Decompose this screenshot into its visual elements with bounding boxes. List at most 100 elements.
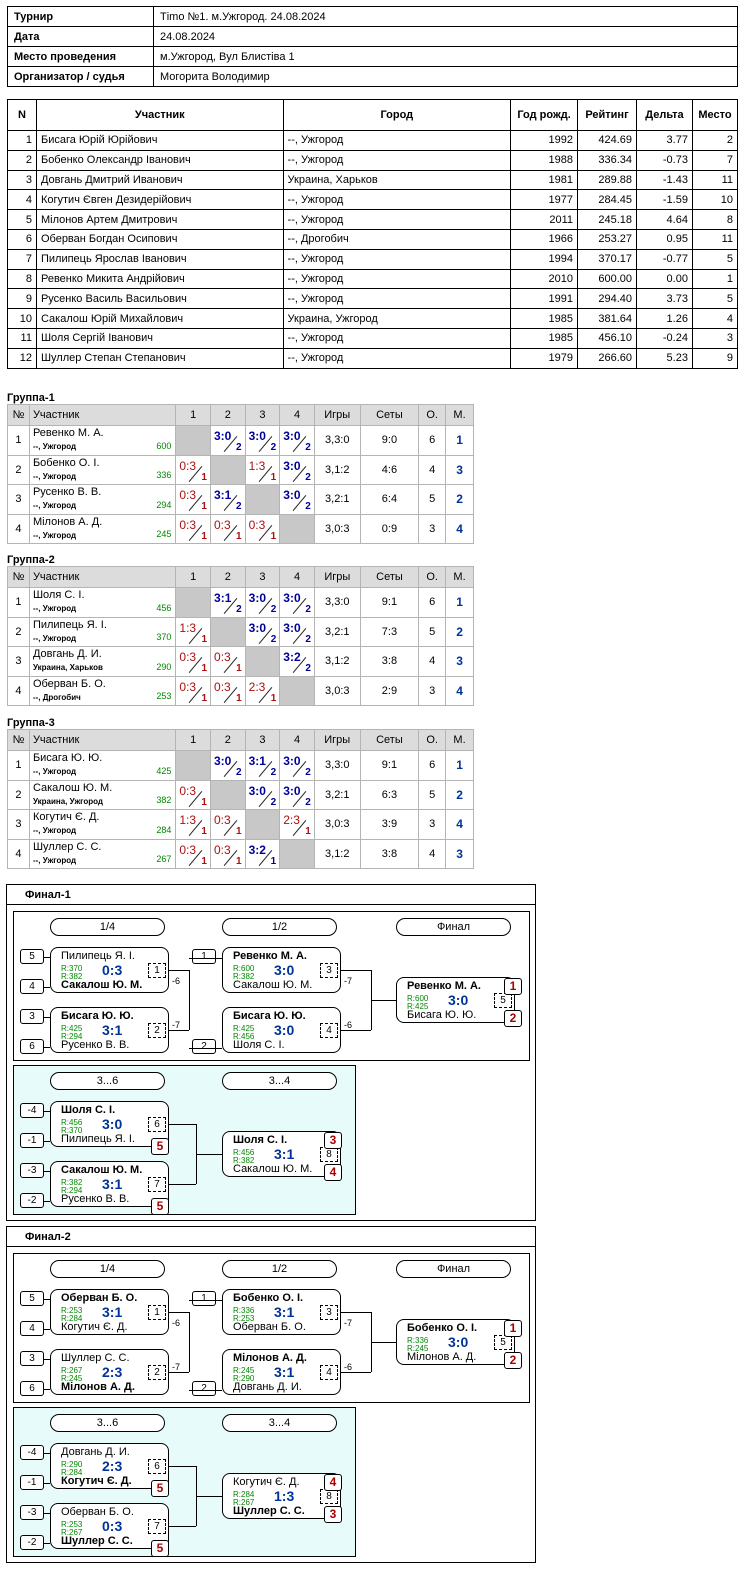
match-number: 4 — [320, 1023, 338, 1038]
rating-b: R:382 — [61, 972, 83, 981]
round-label: 1/4 — [50, 1260, 165, 1278]
final-title: Финал-2 — [7, 1227, 535, 1247]
participant-cell: 3 — [7, 169, 37, 191]
participant-cell: 5.23 — [636, 347, 693, 369]
group-col-header: Сеты — [359, 566, 420, 588]
match-score: 3:2 1 — [246, 840, 280, 868]
group-player: Шоля С. І. --, Ужгород 456 — [28, 587, 177, 618]
participant-cell: 266.60 — [577, 347, 637, 369]
place-badge: 5 — [151, 1480, 169, 1497]
player-name: Шуллер С. С. — [32, 840, 102, 853]
match-score: 3:0 — [102, 1116, 123, 1132]
participant-row: 4 Когутич Євген Дезидерійович --, Ужгород 1… — [7, 189, 739, 211]
match-points: 2 — [305, 663, 311, 675]
player-name: Сакалош Ю. М. — [32, 781, 113, 794]
match-number: 6 — [148, 1117, 166, 1132]
match-score-cell: 0:3 1 — [210, 675, 246, 706]
match-score: 3:0 2 — [246, 588, 280, 616]
match-score-cell: 3:1 2 — [210, 587, 246, 618]
participant-cell: 1985 — [510, 327, 579, 349]
participant-cell: 370.17 — [577, 248, 637, 270]
match-score: 3:0 2 — [280, 751, 314, 779]
match-score: 3:0 2 — [246, 781, 280, 809]
match-score-cell: 0:3 1 — [175, 779, 211, 810]
bracket-line — [44, 1299, 50, 1300]
match-score: 3:0 2 — [280, 426, 314, 454]
group-games: 3,2:1 — [313, 616, 361, 647]
group-col-header: О. — [418, 729, 447, 751]
participant-row: 3 Довгань Дмитрий Иванович Украина, Харько… — [7, 169, 739, 191]
rating-a: R:370 — [61, 964, 83, 973]
participant-cell: --, Ужгород — [282, 268, 512, 290]
score-value: 0:3 — [179, 650, 197, 665]
participant-cell: Пилипець Ярослав Іванович — [35, 248, 284, 270]
score-value: 3:0 — [248, 783, 266, 798]
participant-cell: 11 — [691, 228, 739, 250]
player-rating: 267 — [156, 854, 172, 864]
group-col-header: Участник — [28, 566, 177, 588]
match-score: 0:3 1 — [176, 840, 210, 868]
participant-row: 6 Оберван Богдан Осипович --, Дрогобич 1966… — [7, 228, 739, 250]
match-points: 1 — [236, 692, 242, 704]
match-points: 1 — [270, 692, 277, 704]
participant-cell: 424.69 — [577, 130, 637, 151]
match-score: 0:3 1 — [176, 515, 210, 543]
participant-cell: 2 — [691, 130, 739, 151]
group-place: 3 — [445, 838, 474, 869]
match-score-cell: 0:3 1 — [209, 838, 246, 869]
participant-cell: --, Ужгород — [282, 347, 512, 369]
rating-b: R:294 — [61, 1186, 83, 1195]
rating-a: R:382 — [61, 1178, 83, 1187]
rating-a: R:600 — [233, 964, 255, 973]
match-points: 1 — [305, 826, 311, 838]
participant-cell: --, Ужгород — [282, 327, 512, 349]
participant-cell: 3 — [691, 327, 739, 349]
group-pts: 4 — [418, 838, 447, 869]
group-col-header: 3 — [244, 566, 281, 588]
score-value: 3:0 — [248, 620, 266, 635]
col-header: Участник — [35, 99, 284, 131]
participant-cell: 245.18 — [577, 209, 637, 230]
info-row: Турнир Тimo №1. м.Ужгород. 24.08.2024 — [7, 6, 738, 27]
group-pts: 5 — [418, 616, 447, 647]
match-points: 2 — [270, 442, 277, 454]
match-points: 2 — [270, 767, 277, 779]
group-sets: 3:8 — [359, 646, 420, 677]
place-badge: 1 — [504, 978, 522, 995]
group-games: 3,3:0 — [313, 425, 361, 456]
participant-cell: 1985 — [510, 308, 579, 329]
rating-a: R:600 — [407, 994, 429, 1003]
match-score-cell: 0:3 1 — [175, 675, 212, 706]
participant-row: 9 Русенко Василь Васильович --, Ужгород 199… — [7, 288, 739, 310]
info-row: Место проведения м.Ужгород, Вул Блистіва … — [7, 46, 738, 67]
group-pts: 4 — [418, 646, 447, 677]
group-pts: 4 — [418, 454, 447, 485]
player-name: Русенко В. В. — [32, 486, 102, 499]
bracket-line — [169, 1526, 196, 1527]
match-score-cell: 0:3 1 — [175, 646, 212, 677]
match-number: 8 — [320, 1147, 338, 1162]
player-city: --, Ужгород — [32, 501, 77, 511]
match-number: 2 — [148, 1365, 166, 1380]
participant-cell: 1988 — [510, 149, 579, 171]
match-score: 0:3 1 — [176, 485, 210, 513]
participant-cell: 1966 — [510, 228, 579, 250]
participant-cell: 1994 — [510, 248, 579, 270]
match-points: 1 — [201, 633, 208, 645]
match-box: Когутич Є. Д. R:284 R:267 Шуллер С. С. 1:3 8 — [222, 1473, 341, 1519]
score-value: 3:0 — [213, 754, 232, 769]
bracket-line — [341, 1372, 371, 1373]
participant-cell: 456.10 — [577, 327, 637, 349]
group-row: 3 Русенко В. В. --, Ужгород 294 0:3 1 3:1 2 3:0 2… — [7, 484, 474, 515]
match-points: 2 — [305, 767, 311, 779]
score-value: 3:0 — [283, 429, 301, 444]
score-value: 3:0 — [283, 620, 301, 635]
self-cell — [175, 587, 212, 618]
group-col-header: № — [7, 404, 30, 426]
match-box: Оберван Б. О. R:253 R:284 Когутич Є. Д. 3:1 1 — [50, 1289, 169, 1335]
place-badge: 5 — [151, 1138, 169, 1155]
player-b: Оберван Б. О. — [233, 1321, 306, 1333]
match-points: 1 — [201, 663, 208, 675]
match-box: Бобенко О. І. R:336 R:253 Оберван Б. О. 3:1 3 — [222, 1289, 341, 1335]
group-games: 3,0:3 — [313, 513, 361, 544]
